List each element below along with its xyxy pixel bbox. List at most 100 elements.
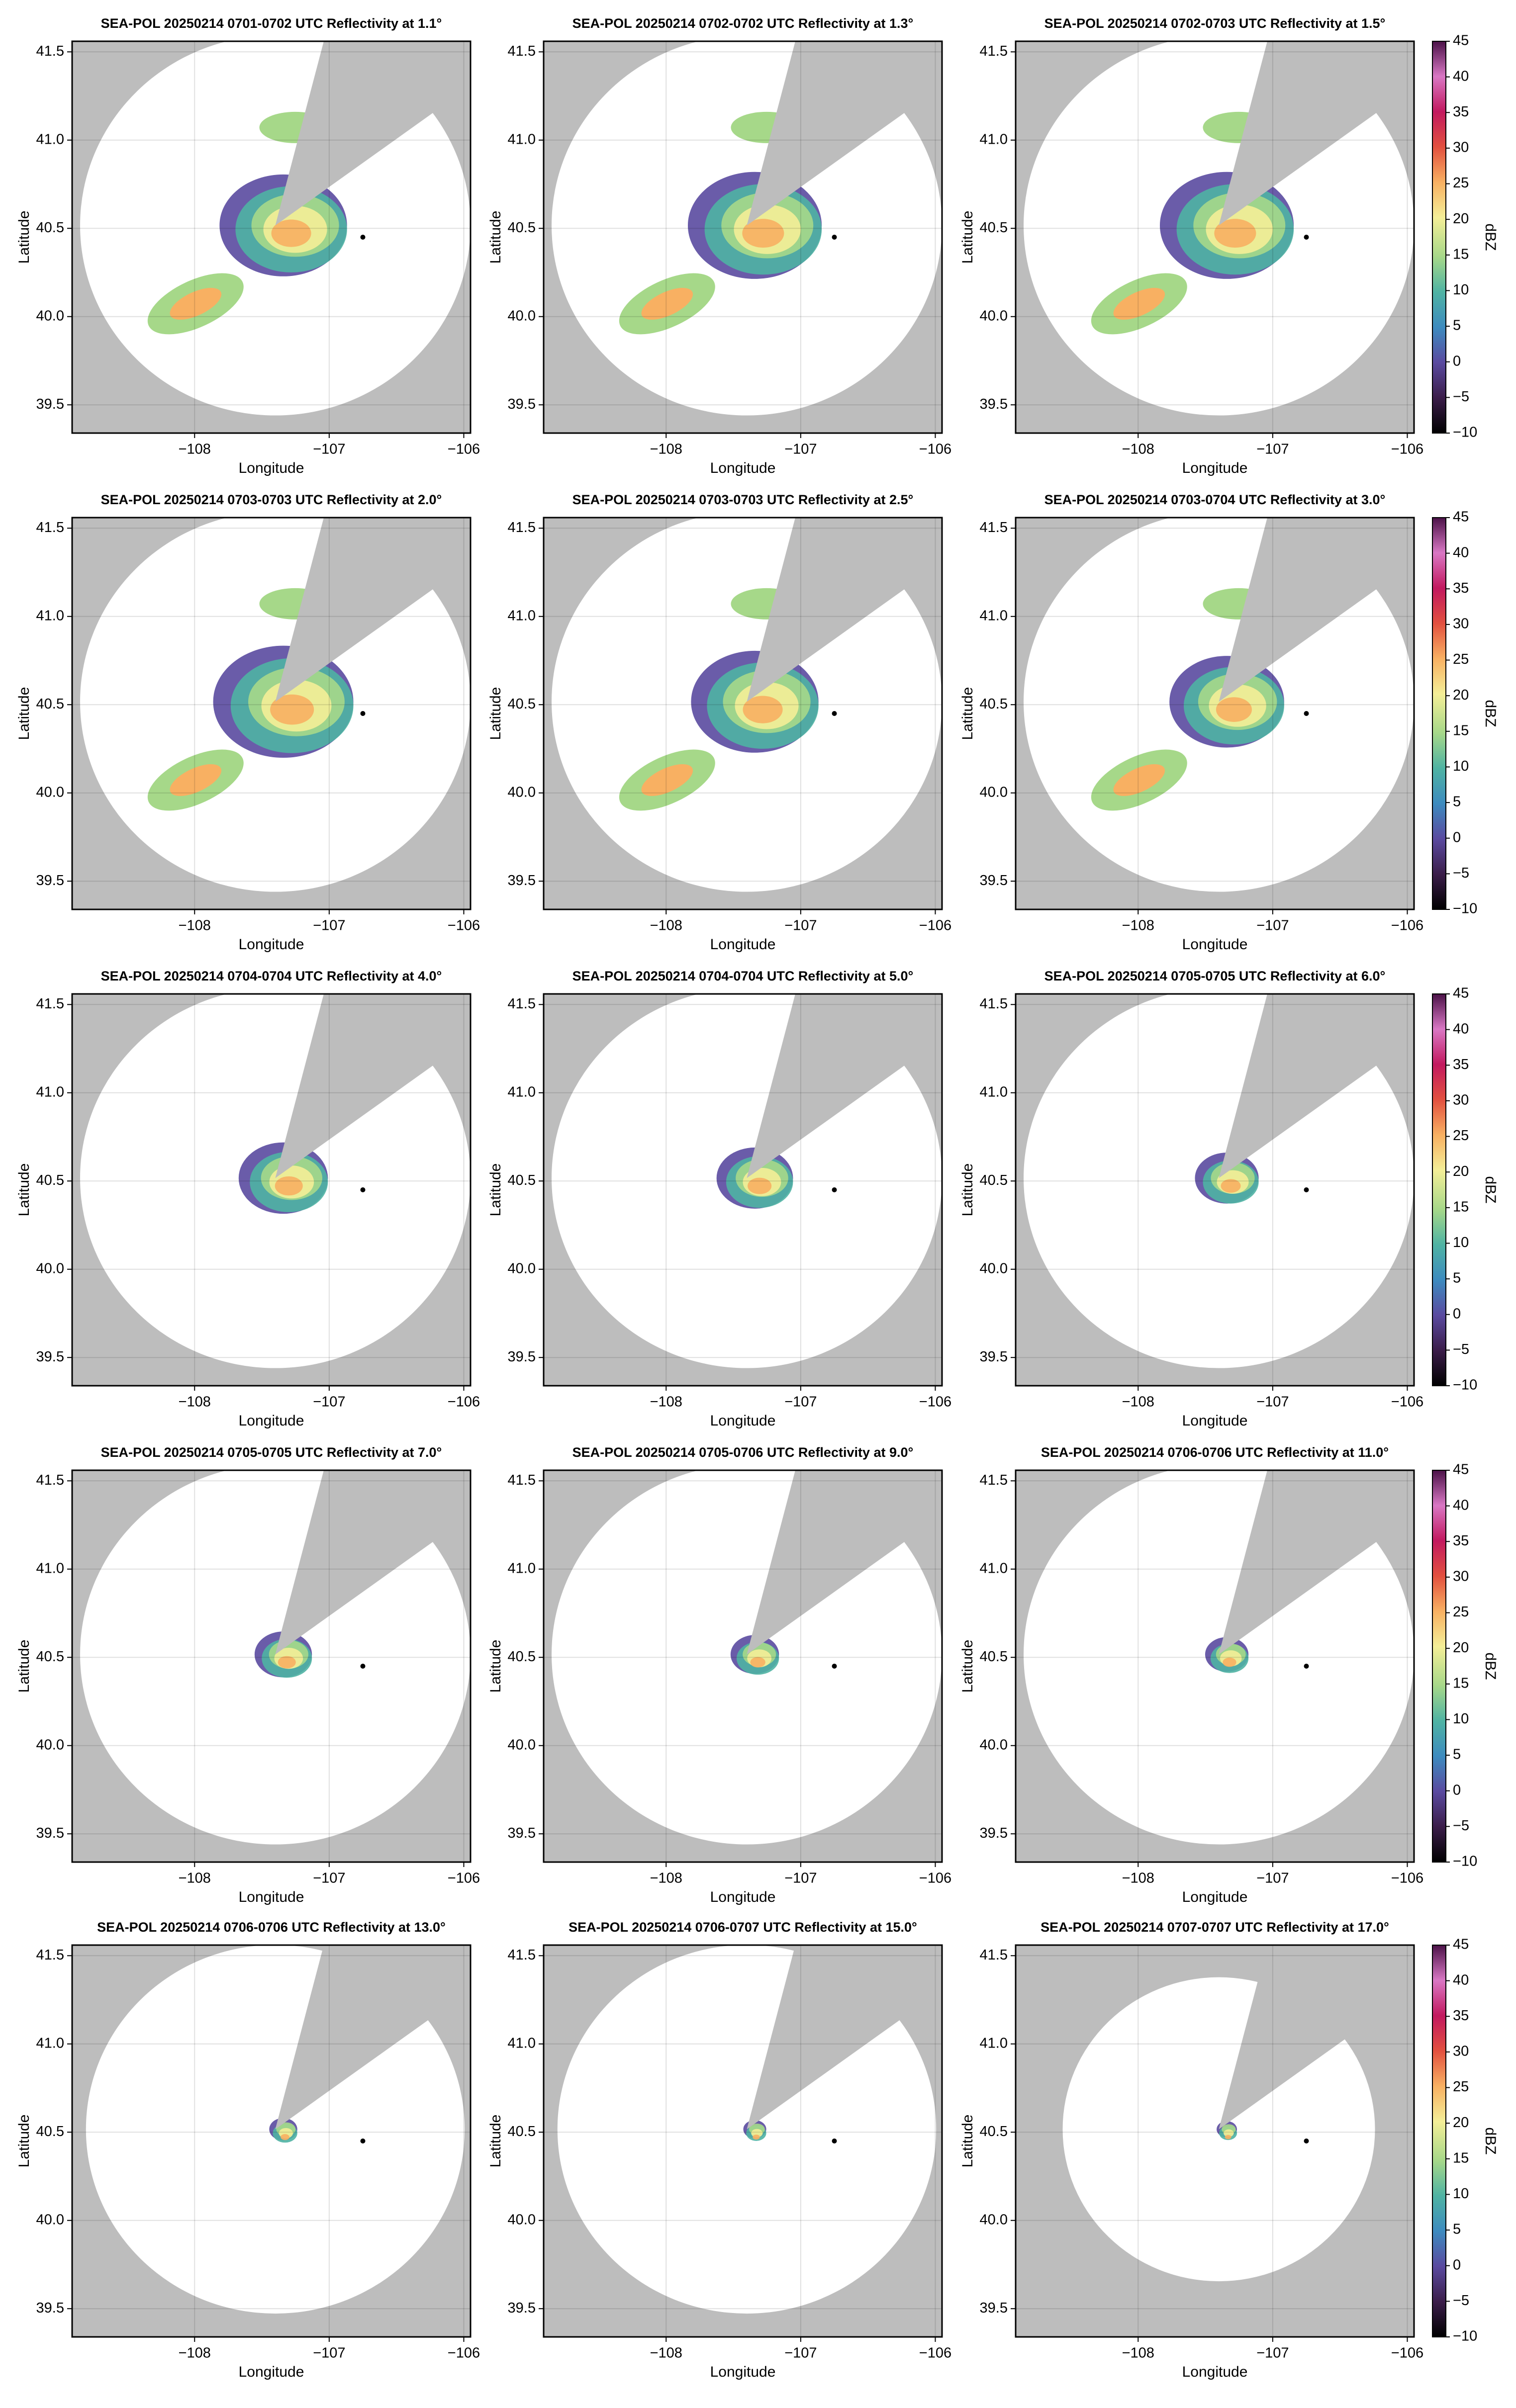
y-tick-label: 40.5 [508, 2124, 536, 2140]
y-tick-label: 39.5 [508, 2300, 536, 2316]
colorbar-tick-label: 40 [1453, 1972, 1469, 1988]
radar-panel: −108 −107 −106 39.5 40.0 40.5 41.0 41.5 SEA-POL … [487, 969, 951, 1429]
y-tick-label: 41.5 [508, 1472, 536, 1488]
site-marker [1304, 2139, 1309, 2143]
x-tick-label: −107 [313, 2345, 345, 2361]
colorbar-tick-label: 35 [1453, 1533, 1469, 1549]
x-tick-label: −108 [1122, 918, 1154, 934]
plot-area [544, 41, 942, 433]
y-tick-label: 40.0 [980, 1260, 1008, 1276]
x-axis-label: Longitude [239, 1889, 304, 1905]
radar-panel: −108 −107 −106 39.5 40.0 40.5 41.0 41.5 SEA-POL … [487, 492, 951, 953]
x-tick-label: −107 [1256, 1871, 1289, 1886]
site-marker [360, 235, 366, 240]
blind-sector [747, 994, 942, 1178]
colorbar-tick-label: 30 [1453, 1569, 1469, 1585]
x-tick-label: −106 [448, 1871, 480, 1886]
chart-title: SEA-POL 20250214 0705-0705 UTC Reflectiv… [101, 1445, 442, 1460]
y-tick-label: 41.0 [980, 608, 1008, 624]
echo [750, 1657, 765, 1668]
y-tick-label: 41.0 [36, 1560, 64, 1576]
axes-frame [543, 517, 943, 910]
x-axis-label: Longitude [1182, 460, 1248, 476]
colorbar [1432, 41, 1446, 434]
x-axis-label: Longitude [1182, 1413, 1248, 1429]
echo [742, 219, 784, 248]
echo [170, 288, 222, 320]
radar-panel: −108 −107 −106 39.5 40.0 40.5 41.0 41.5 SEA-POL … [959, 1920, 1499, 2380]
x-tick-label: −108 [1122, 1394, 1154, 1410]
colorbar-tick-label: 45 [1453, 1462, 1469, 1478]
chart-title: SEA-POL 20250214 0701-0702 UTC Reflectiv… [101, 16, 442, 31]
colorbar-tick-label: 45 [1453, 1937, 1469, 1953]
x-tick-label: −106 [1391, 2345, 1423, 2361]
colorbar-tick-label: 25 [1453, 175, 1469, 191]
site-marker [360, 711, 366, 716]
blind-sector [747, 1945, 942, 2130]
y-tick-label: 39.5 [508, 1349, 536, 1365]
y-tick-label: 40.0 [508, 1737, 536, 1753]
radar-panel: −108 −107 −106 39.5 40.0 40.5 41.0 41.5 SEA-POL … [16, 1920, 480, 2380]
x-tick-label: −107 [1256, 918, 1289, 934]
axes-frame [1015, 517, 1415, 910]
y-tick-label: 40.5 [508, 220, 536, 236]
x-tick-label: −107 [784, 2345, 817, 2361]
y-tick-label: 41.5 [508, 1947, 536, 1963]
y-tick-label: 41.5 [508, 43, 536, 59]
colorbar-tick-label: 15 [1453, 1199, 1469, 1215]
chart-title: SEA-POL 20250214 0707-0707 UTC Reflectiv… [1041, 1920, 1389, 1935]
y-tick-label: 39.5 [980, 2300, 1008, 2316]
colorbar-tick-label: 20 [1453, 1163, 1469, 1179]
colorbar-tick-label: 35 [1453, 580, 1469, 596]
plot-area [544, 994, 942, 1386]
axes-frame [543, 993, 943, 1387]
echo [1221, 1179, 1241, 1193]
x-axis-label: Longitude [239, 1413, 304, 1429]
echo [753, 2135, 760, 2140]
y-tick-label: 39.5 [36, 396, 64, 412]
colorbar-label: dBZ [1482, 1652, 1499, 1680]
y-axis-label: Latitude [487, 2115, 504, 2168]
x-axis-label: Longitude [1182, 936, 1248, 953]
y-tick-label: 41.0 [508, 131, 536, 147]
x-tick-label: −106 [448, 2345, 480, 2361]
radar-panel: −108 −107 −106 39.5 40.0 40.5 41.0 41.5 SEA-POL … [959, 16, 1499, 476]
y-tick-label: 41.5 [36, 43, 64, 59]
colorbar-tick-label: 5 [1453, 318, 1461, 334]
echo [271, 219, 311, 247]
radar-panel: −108 −107 −106 39.5 40.0 40.5 41.0 41.5 SEA-POL … [487, 16, 951, 476]
chart-title: SEA-POL 20250214 0702-0703 UTC Reflectiv… [1044, 16, 1386, 31]
x-tick-label: −108 [650, 918, 682, 934]
x-tick-label: −108 [1122, 442, 1154, 457]
colorbar-tick-label: 35 [1453, 1057, 1469, 1072]
y-tick-label: 39.5 [980, 1825, 1008, 1841]
plot-area [544, 518, 942, 909]
colorbar-tick-label: −5 [1453, 1341, 1469, 1357]
y-tick-label: 41.0 [508, 1084, 536, 1100]
axes-frame [1015, 1469, 1415, 1863]
x-tick-label: −108 [650, 1394, 682, 1410]
site-marker [1304, 1664, 1309, 1669]
y-axis-label: Latitude [487, 687, 504, 740]
y-tick-label: 40.5 [980, 1172, 1008, 1188]
axes-frame [1015, 1944, 1415, 2338]
x-tick-label: −108 [1122, 1871, 1154, 1886]
y-axis-label: Latitude [959, 687, 976, 740]
x-axis-label: Longitude [710, 936, 776, 953]
plot-area [1016, 994, 1414, 1386]
colorbar-tick-label: −5 [1453, 2293, 1469, 2309]
colorbar-tick-label: 40 [1453, 68, 1469, 84]
site-marker [360, 1187, 366, 1192]
blind-sector [1219, 1945, 1414, 2130]
colorbar-tick-label: 35 [1453, 104, 1469, 120]
site-marker [1304, 235, 1309, 240]
y-tick-label: 40.5 [36, 220, 64, 236]
x-tick-label: −107 [784, 918, 817, 934]
y-tick-label: 39.5 [508, 396, 536, 412]
site-marker [832, 1664, 837, 1669]
blind-sector [747, 41, 942, 226]
site-marker [832, 2139, 837, 2143]
x-tick-label: −106 [1391, 918, 1423, 934]
colorbar [1432, 1470, 1446, 1863]
